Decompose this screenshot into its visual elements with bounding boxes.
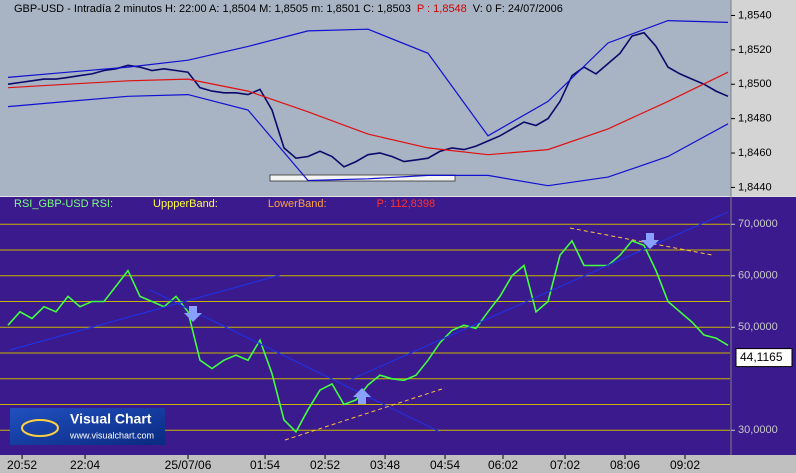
y-tick-label: 1,8460 <box>738 147 772 159</box>
header-text: V: 0 F: 24/07/2006 <box>473 3 563 15</box>
trend-line <box>349 211 729 381</box>
arrow-down <box>184 306 202 322</box>
y-tick-label: 30,0000 <box>738 424 778 436</box>
y-tick-label: 1,8540 <box>738 9 772 21</box>
x-tick-label: 02:52 <box>310 458 340 472</box>
x-axis-bar <box>0 455 796 473</box>
series-line <box>7 93 729 187</box>
x-tick-label: 07:02 <box>550 458 580 472</box>
arrow-down <box>641 233 659 249</box>
support-line <box>284 387 446 441</box>
series-line <box>7 19 729 137</box>
header-text: GBP-USD - Intradía 2 minutos H: 22:00 A:… <box>14 3 411 15</box>
panel-header: UppperBand: <box>153 198 218 210</box>
highlight-box <box>269 174 456 182</box>
panel-header: LowerBand: <box>268 198 327 210</box>
header-text: P : 1,8548 <box>417 3 467 15</box>
trend-line <box>9 274 281 351</box>
x-tick-label: 08:06 <box>610 458 640 472</box>
x-tick-label: 20:52 <box>7 458 37 472</box>
x-tick-label: 01:54 <box>250 458 280 472</box>
panel-header: P: 112,8398 <box>377 198 436 210</box>
price-panel <box>0 0 731 196</box>
x-tick-label: 03:48 <box>370 458 400 472</box>
last-value-label: 44,1165 <box>740 350 783 364</box>
logo-title: Visual Chart <box>70 411 152 427</box>
plot-layer: GBP-USD - Intradía 2 minutos H: 22:00 A:… <box>0 3 793 472</box>
y-tick-label: 1,8520 <box>738 44 772 56</box>
x-tick-label: 22:04 <box>70 458 100 472</box>
arrow-up <box>353 388 371 404</box>
resistance-line <box>569 227 713 256</box>
price-scale <box>731 0 796 196</box>
x-tick-label: 04:54 <box>430 458 460 472</box>
x-tick-label: 09:02 <box>670 458 700 472</box>
logo-url: www.visualchart.com <box>69 430 154 440</box>
x-tick-label: 25/07/06 <box>165 458 212 472</box>
annotations <box>9 211 729 441</box>
logo-box <box>10 408 165 445</box>
rsi-scale <box>731 197 796 455</box>
last-value-box <box>735 348 793 368</box>
series-line <box>7 31 729 168</box>
y-tick-label: 1,8480 <box>738 113 772 125</box>
logo-icon <box>21 419 59 437</box>
panel-header: RSI_GBP-USD RSI: <box>14 198 113 210</box>
y-tick-label: 70,0000 <box>738 218 778 230</box>
y-tick-label: 1,8500 <box>738 78 772 90</box>
y-tick-label: 1,8440 <box>738 181 772 193</box>
series-line <box>7 71 729 156</box>
y-tick-label: 50,0000 <box>738 321 778 333</box>
x-tick-label: 06:02 <box>488 458 518 472</box>
y-tick-label: 60,0000 <box>738 270 778 282</box>
